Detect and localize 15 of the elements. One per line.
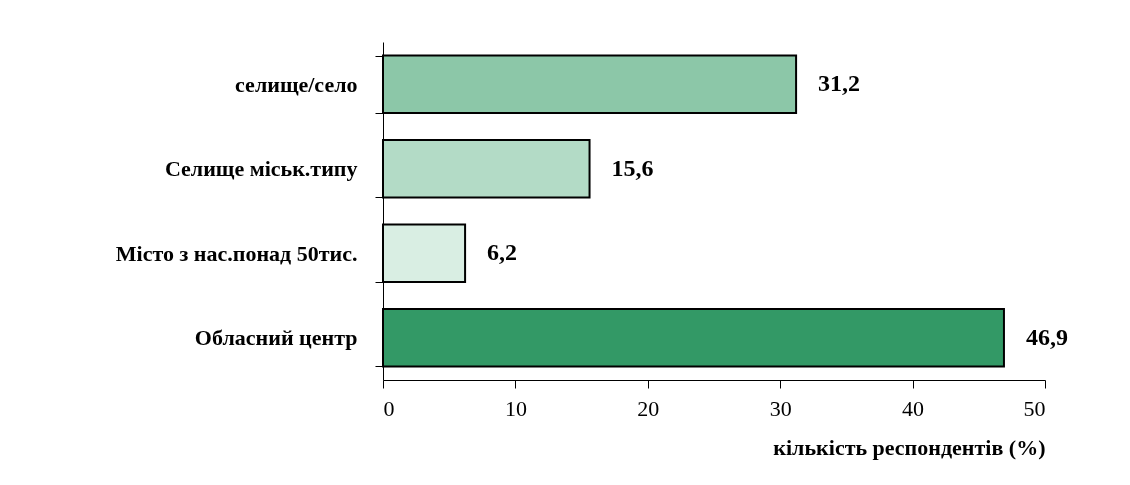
x-axis-title: кількість респондентів (%) <box>773 434 1046 460</box>
data-label: 31,2 <box>818 70 861 97</box>
y-tick-label: Селище міськ.типу <box>164 156 358 182</box>
x-tick-label: 20 <box>637 395 660 421</box>
x-tick-label: 30 <box>769 395 792 421</box>
y-tick-label: Місто з нас.понад 50тис. <box>115 240 358 266</box>
x-tick-label: 10 <box>504 395 527 421</box>
y-tick-label: селище/село <box>235 71 358 97</box>
x-tick-label: 50 <box>1023 395 1046 421</box>
y-tick-label: Обласний центр <box>194 325 358 351</box>
x-tick-label: 0 <box>383 395 395 421</box>
data-label: 46,9 <box>1025 323 1068 350</box>
data-label: 15,6 <box>611 154 654 181</box>
data-label: 6,2 <box>487 239 518 266</box>
x-tick-label: 40 <box>902 395 925 421</box>
